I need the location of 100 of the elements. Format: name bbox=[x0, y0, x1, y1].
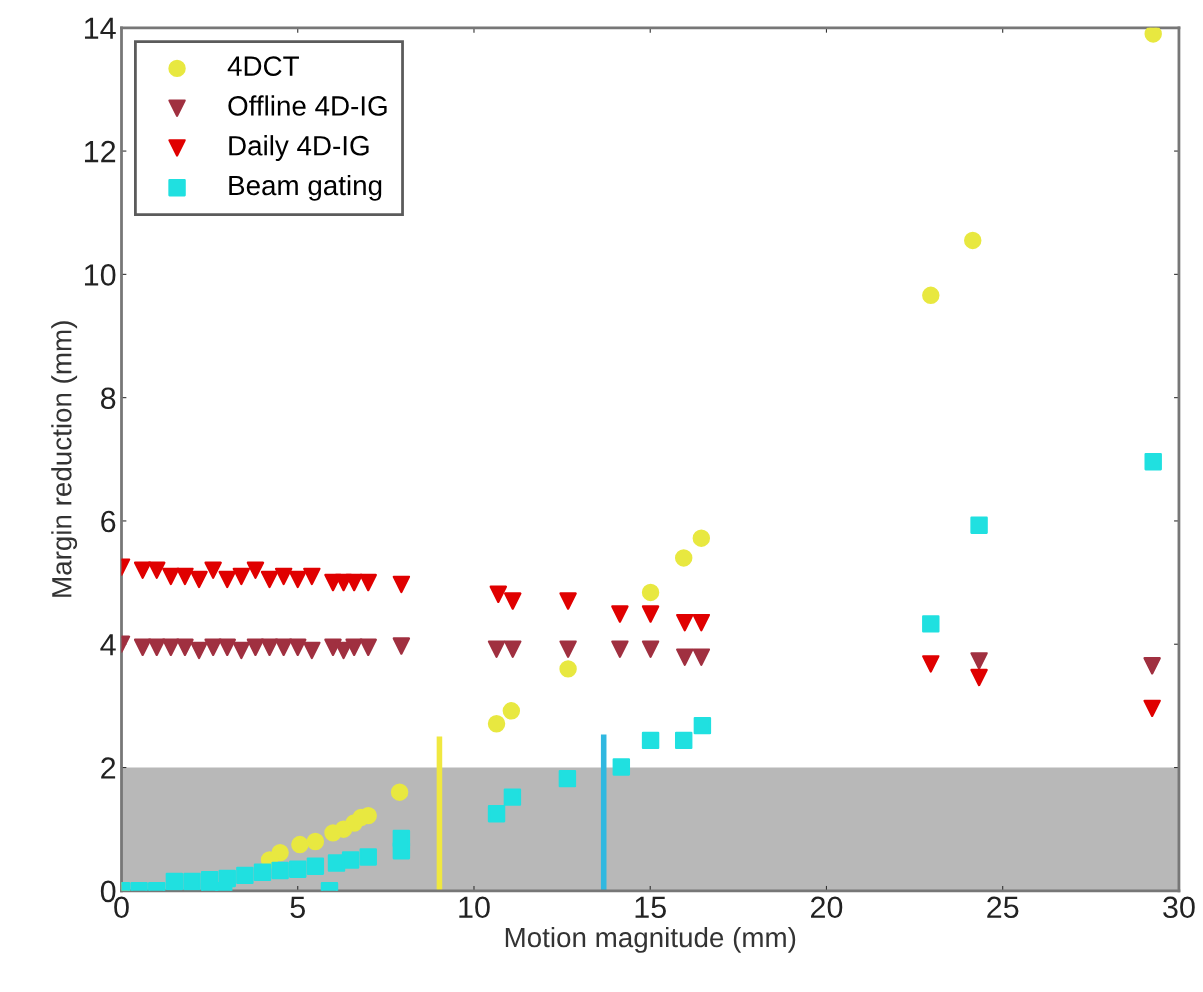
point bbox=[359, 573, 377, 592]
point bbox=[236, 866, 254, 885]
point bbox=[970, 652, 988, 670]
point bbox=[232, 567, 251, 586]
point bbox=[1143, 699, 1161, 718]
point bbox=[1143, 657, 1161, 675]
point bbox=[204, 561, 222, 579]
point bbox=[922, 615, 940, 633]
x-tick-label: 10 bbox=[459, 896, 490, 919]
point bbox=[246, 638, 265, 657]
point bbox=[183, 872, 201, 891]
x-tick-label: 15 bbox=[635, 896, 666, 919]
point bbox=[162, 567, 180, 586]
point bbox=[392, 637, 411, 655]
point bbox=[190, 641, 208, 660]
y-tick-label: 12 bbox=[84, 140, 116, 163]
point bbox=[341, 851, 360, 869]
point bbox=[303, 567, 321, 586]
point bbox=[359, 638, 377, 657]
y-tick-label: 2 bbox=[101, 757, 116, 779]
point bbox=[306, 857, 325, 875]
point bbox=[502, 702, 521, 720]
point bbox=[165, 872, 184, 891]
legend-label: Beam gating bbox=[229, 174, 382, 201]
point bbox=[1144, 453, 1162, 471]
point bbox=[611, 640, 629, 658]
point bbox=[271, 843, 289, 862]
y-tick-label: 14 bbox=[84, 17, 116, 39]
point bbox=[176, 567, 194, 586]
point bbox=[260, 638, 279, 657]
point bbox=[218, 638, 236, 657]
point bbox=[303, 641, 321, 660]
point bbox=[676, 648, 694, 666]
point bbox=[503, 788, 522, 806]
point bbox=[162, 638, 180, 657]
point bbox=[190, 570, 208, 589]
point bbox=[612, 758, 631, 776]
x-tick-label: 25 bbox=[987, 896, 1019, 919]
point bbox=[289, 860, 307, 878]
point bbox=[345, 573, 363, 592]
x-tick-label: 30 bbox=[1163, 896, 1195, 919]
point bbox=[487, 805, 506, 823]
y-axis-title: Margin reduction (mm) bbox=[51, 321, 78, 597]
x-axis-title: Motion magnitude (mm) bbox=[505, 926, 796, 953]
point bbox=[559, 660, 577, 678]
point bbox=[674, 549, 693, 567]
point bbox=[487, 640, 506, 658]
point bbox=[232, 641, 251, 660]
point bbox=[390, 783, 409, 801]
point bbox=[271, 861, 289, 880]
point bbox=[970, 668, 988, 687]
point bbox=[559, 592, 577, 610]
point bbox=[345, 638, 363, 657]
legend-label: 4DCT bbox=[227, 56, 299, 76]
point bbox=[693, 716, 712, 735]
point bbox=[246, 561, 265, 579]
point bbox=[611, 605, 629, 623]
point bbox=[641, 640, 660, 658]
point bbox=[487, 715, 506, 733]
point bbox=[922, 655, 940, 673]
point bbox=[392, 575, 411, 594]
point bbox=[676, 613, 694, 632]
y-tick-label: 4 bbox=[100, 634, 116, 656]
point bbox=[274, 638, 293, 657]
x-tick-label: 20 bbox=[811, 896, 843, 919]
point bbox=[922, 286, 940, 305]
point bbox=[274, 567, 293, 586]
y-tick-label: 10 bbox=[84, 264, 116, 286]
point bbox=[641, 731, 660, 750]
point bbox=[148, 638, 166, 657]
point bbox=[176, 638, 194, 657]
y-tick-label: 0 bbox=[100, 880, 116, 903]
point bbox=[970, 516, 988, 534]
point bbox=[133, 561, 152, 579]
point bbox=[218, 570, 236, 589]
y-tick-label: 6 bbox=[101, 510, 116, 533]
point bbox=[218, 869, 236, 888]
point bbox=[289, 570, 307, 589]
x-tick-label: 5 bbox=[290, 896, 305, 919]
point bbox=[558, 769, 577, 788]
point bbox=[489, 585, 508, 604]
legend-label: Offline 4D-IG bbox=[228, 95, 387, 116]
point bbox=[964, 231, 982, 250]
point bbox=[148, 561, 166, 579]
point bbox=[359, 848, 377, 866]
point bbox=[692, 613, 711, 632]
point bbox=[133, 638, 152, 657]
point bbox=[641, 583, 660, 602]
point bbox=[504, 640, 522, 658]
point bbox=[559, 640, 577, 658]
point bbox=[504, 592, 522, 610]
point bbox=[204, 638, 222, 657]
point bbox=[306, 832, 325, 851]
point bbox=[291, 835, 309, 854]
point bbox=[1144, 27, 1162, 43]
point bbox=[253, 863, 272, 882]
point bbox=[260, 570, 279, 589]
point bbox=[692, 648, 711, 666]
y-tick-label: 8 bbox=[100, 387, 116, 410]
point bbox=[674, 731, 693, 750]
